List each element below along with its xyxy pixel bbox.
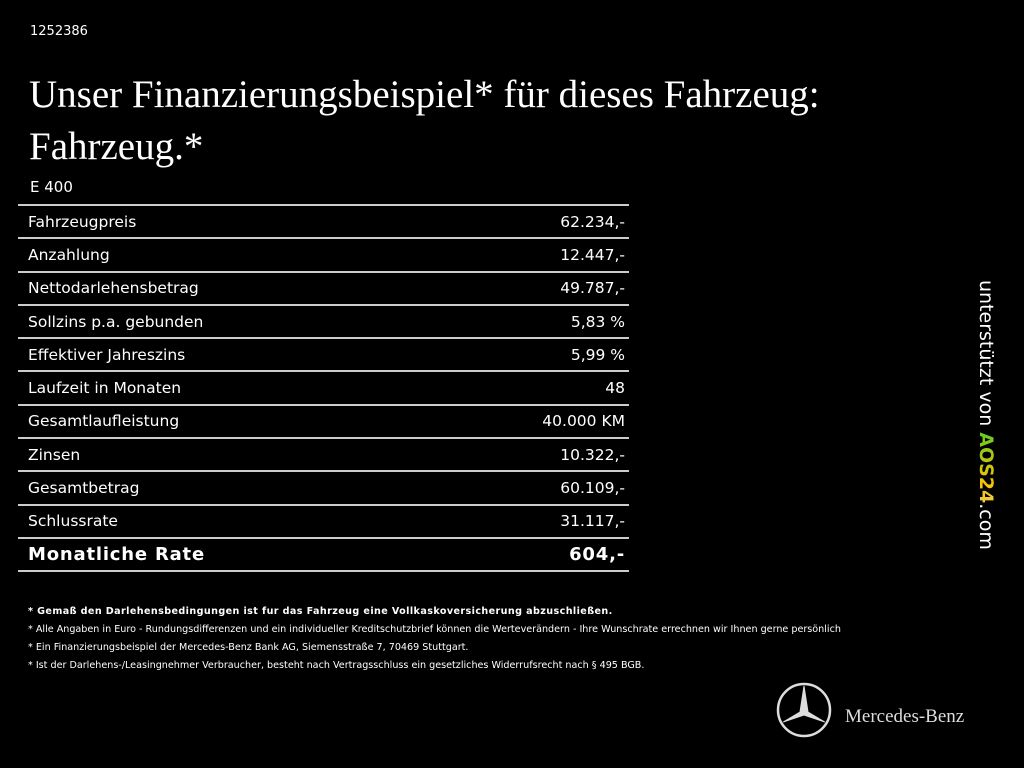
table-row: Anzahlung 12.447,- [18,239,629,273]
listing-id: 1252386 [30,24,88,39]
footnote: * Alle Angaben in Euro - Rundungsdiffere… [28,624,841,635]
model: E 400 [30,178,73,196]
brand-text: Mercedes-Benz [845,706,964,727]
sidebar-prefix: unterstützt von [975,280,997,426]
row-value: 40.000 KM [542,412,625,431]
row-label: Sollzins p.a. gebunden [28,312,204,331]
table-row: Nettodarlehensbetrag 49.787,- [18,273,629,306]
row-value: 12.447,- [560,245,625,264]
title-line: Fahrzeug.* [29,125,204,168]
row-label: Monatliche Rate [28,544,205,566]
sidebar-text: unterstützt von AOS24.com [975,280,997,550]
sidebar-brand: AOS24 [975,432,997,503]
row-label: Zinsen [28,445,81,464]
row-value: 49.787,- [560,279,625,298]
table-row: Zinsen 10.322,- [18,439,629,473]
table-row: Gesamtlaufleistung 40.000 KM [18,406,629,440]
table-row: Fahrzeugpreis 62.234,- [18,206,629,240]
table-row: Schlussrate 31.117,- [18,506,629,539]
table-row: Monatliche Rate 604,- [18,539,629,573]
row-label: Effektiver Jahreszins [28,345,186,364]
row-label: Schlussrate [28,512,118,531]
row-label: Gesamtlaufleistung [28,412,180,431]
row-label: Gesamtbetrag [28,479,140,498]
footnotes: * Gemaß den Darlehensbedingungen ist fur… [28,603,841,675]
mercedes-star [776,682,832,738]
table-row: Laufzeit in Monaten 48 [18,372,629,406]
footnote: * Gemaß den Darlehensbedingungen ist fur… [28,606,613,617]
row-label: Laufzeit in Monaten [28,379,182,398]
finance-table: Fahrzeugpreis 62.234,- Anzahlung 12.447,- Ne… [18,204,629,573]
row-value: 60.109,- [560,479,625,498]
table-row: Effektiver Jahreszins 5,99 % [18,339,629,373]
footnote: * Ein Finanzierungsbeispiel der Mercedes… [28,642,469,653]
title-line: Unser Finanzierungsbeispiel* für dieses … [29,73,820,116]
row-value: 5,83 % [570,312,625,331]
row-label: Fahrzeugpreis [28,212,137,231]
sidebar-suffix: .com [975,503,997,550]
row-value: 62.234,- [560,212,625,231]
row-value: 5,99 % [570,345,625,364]
footnote: * Ist der Darlehens-/Leasingnehmer Verbr… [28,660,645,671]
table-row: Gesamtbetrag 60.109,- [18,472,629,506]
row-label: Nettodarlehensbetrag [28,279,199,298]
row-label: Anzahlung [28,245,110,264]
row-value: 31.117,- [560,512,625,531]
row-value: 48 [605,379,625,398]
table-row: Sollzins p.a. gebunden 5,83 % [18,306,629,340]
row-value: 604,- [569,544,625,566]
row-value: 10.322,- [560,445,625,464]
